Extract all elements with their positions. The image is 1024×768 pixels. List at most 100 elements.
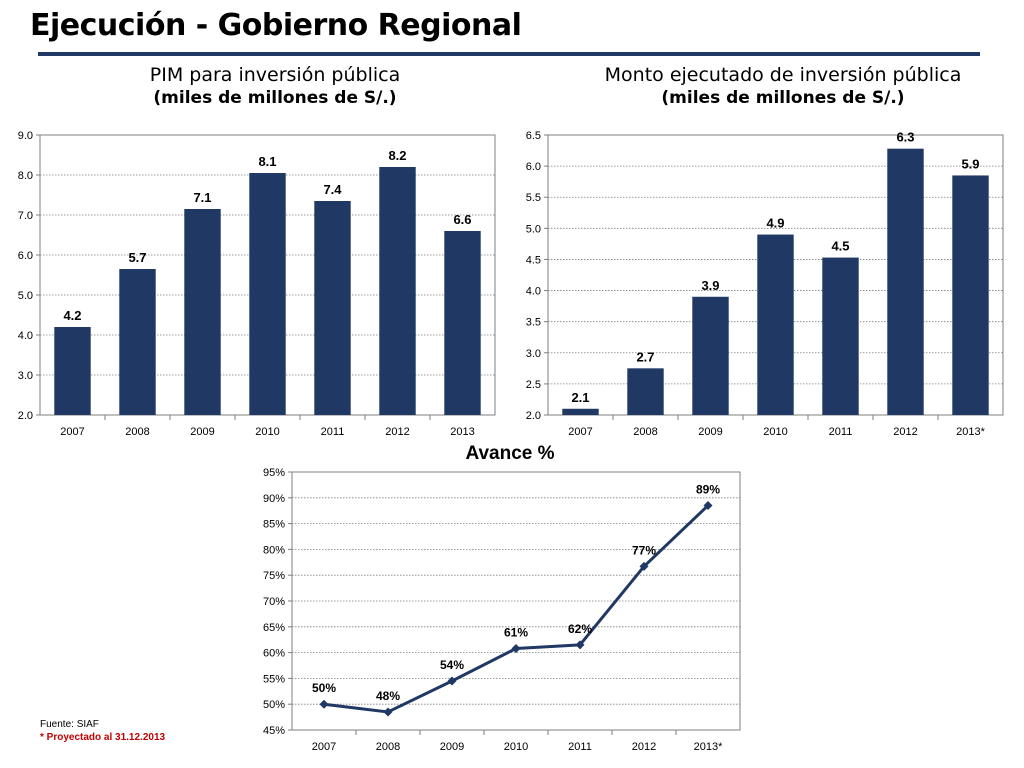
avance-data-label: 50% [312, 681, 336, 695]
pim-data-label: 7.4 [323, 182, 342, 197]
ejecutado-data-label: 5.9 [961, 156, 979, 171]
ejecutado-data-label: 2.1 [571, 390, 589, 405]
avance-point [383, 707, 393, 717]
avance-point [639, 561, 649, 571]
ejecutado-y-tick-label: 2.0 [526, 410, 541, 422]
ejecutado-data-label: 2.7 [636, 349, 654, 364]
pim-data-label: 8.2 [388, 148, 406, 163]
projected-note: * Proyectado al 31.12.2013 [40, 732, 166, 743]
avance-y-tick-label: 55% [263, 673, 285, 685]
pim-bar-chart: 2.0 3.0 4.0 5.0 6.0 7.0 8.0 9.0 2007 2008 2009 2010… [18, 130, 496, 438]
ejecutado-y-tick-label: 3.0 [526, 348, 541, 360]
avance-x-tick-label: 2009 [440, 741, 464, 753]
ejecutado-data-label: 6.3 [896, 130, 914, 145]
pim-x-tick-label: 2012 [385, 426, 409, 438]
ejecutado-y-tick-label: 5.5 [526, 192, 541, 204]
ejecutado-bar [887, 148, 924, 415]
pim-y-tick-label: 7.0 [18, 210, 33, 222]
avance-y-tick-label: 75% [263, 570, 285, 582]
ejecutado-y-tick-label: 5.0 [526, 223, 541, 235]
avance-data-label: 48% [376, 689, 400, 703]
ejecutado-chart-title-text: Monto ejecutado de inversión pública [604, 64, 962, 86]
avance-point [511, 643, 521, 653]
avance-point [575, 640, 585, 650]
pim-x-tick-label: 2007 [60, 426, 84, 438]
avance-x-tick-label: 2013* [694, 741, 723, 753]
ejecutado-chart-title: Monto ejecutado de inversión pública (mi… [548, 64, 1018, 108]
pim-data-label: 6.6 [453, 212, 471, 227]
avance-x-tick-label: 2012 [632, 741, 656, 753]
pim-data-label: 7.1 [193, 190, 211, 205]
source-note: Fuente: SIAF [40, 719, 99, 730]
title-divider [38, 52, 980, 56]
ejecutado-y-tick-label: 3.5 [526, 317, 541, 329]
avance-data-label: 89% [696, 483, 720, 497]
ejecutado-data-label: 4.5 [831, 239, 849, 254]
avance-point [703, 501, 713, 511]
avance-y-tick-label: 45% [263, 725, 285, 737]
pim-y-tick-label: 5.0 [18, 290, 33, 302]
ejecutado-data-label: 3.9 [701, 278, 719, 293]
pim-y-tick-label: 6.0 [18, 250, 33, 262]
avance-line-chart: 45% 50% 55% 60% 65% 70% 75% 80% 85% 90% 95% 2007 200… [263, 443, 741, 753]
avance-y-tick-label: 90% [263, 493, 285, 505]
pim-y-tick-label: 9.0 [18, 130, 33, 142]
ejecutado-y-tick-label: 4.5 [526, 254, 541, 266]
pim-x-tick-label: 2013 [450, 426, 474, 438]
ejecutado-y-tick-label: 6.0 [526, 161, 541, 173]
avance-data-label: 62% [568, 622, 592, 636]
avance-y-tick-label: 85% [263, 519, 285, 531]
ejecutado-y-tick-label: 6.5 [526, 130, 541, 142]
pim-y-tick-label: 4.0 [18, 330, 33, 342]
ejecutado-bar-chart: 2.0 2.5 3.0 3.5 4.0 4.5 5.0 5.5 6.0 6.5 2007 2008 20… [526, 130, 1004, 438]
ejecutado-chart-subtitle: (miles de millones de S/.) [661, 88, 905, 108]
avance-plot-frame [291, 471, 741, 731]
ejecutado-bar [692, 296, 729, 415]
avance-y-tick-label: 95% [263, 467, 285, 479]
ejecutado-x-tick-label: 2012 [893, 426, 917, 438]
pim-y-tick-label: 8.0 [18, 170, 33, 182]
ejecutado-y-tick-label: 2.5 [526, 379, 541, 391]
ejecutado-x-tick-label: 2013* [956, 426, 985, 438]
ejecutado-x-tick-label: 2011 [829, 426, 853, 438]
avance-y-tick-label: 70% [263, 596, 285, 608]
avance-data-label: 54% [440, 658, 464, 672]
ejecutado-x-tick-label: 2009 [698, 426, 722, 438]
pim-data-label: 4.2 [63, 308, 81, 323]
pim-data-label: 5.7 [128, 250, 146, 265]
avance-y-tick-label: 50% [263, 699, 285, 711]
ejecutado-bar [822, 257, 859, 415]
pim-bar [119, 269, 156, 415]
avance-chart-title: Avance % [465, 443, 554, 464]
pim-chart-subtitle: (miles de millones de S/.) [153, 88, 397, 108]
avance-point [447, 676, 457, 686]
avance-x-tick-label: 2007 [312, 741, 336, 753]
footnote: Fuente: SIAF * Proyectado al 31.12.2013 [40, 718, 165, 744]
pim-y-tick-label: 3.0 [18, 370, 33, 382]
avance-point [319, 699, 329, 709]
ejecutado-x-tick-label: 2010 [763, 426, 787, 438]
pim-chart-title: PIM para inversión pública (miles de mil… [40, 64, 510, 108]
ejecutado-bar [627, 368, 664, 415]
ejecutado-bar [757, 234, 794, 415]
pim-bar [444, 231, 481, 415]
ejecutado-x-tick-label: 2008 [633, 426, 657, 438]
avance-series-line [323, 504, 710, 714]
pim-bar [314, 201, 351, 415]
ejecutado-bar [952, 175, 989, 415]
avance-x-tick-label: 2010 [504, 741, 528, 753]
pim-data-label: 8.1 [258, 154, 276, 169]
avance-y-tick-label: 80% [263, 544, 285, 556]
avance-data-label: 61% [504, 625, 528, 639]
pim-bar [249, 173, 286, 415]
pim-x-tick-label: 2011 [321, 426, 345, 438]
avance-x-tick-label: 2011 [568, 741, 592, 753]
pim-y-tick-label: 2.0 [18, 410, 33, 422]
avance-y-tick-label: 60% [263, 648, 285, 660]
ejecutado-x-tick-label: 2007 [568, 426, 592, 438]
pim-bar [184, 209, 221, 415]
pim-bar [379, 167, 416, 415]
ejecutado-bar [562, 408, 599, 415]
avance-y-tick-label: 65% [263, 622, 285, 634]
pim-x-tick-label: 2008 [125, 426, 149, 438]
